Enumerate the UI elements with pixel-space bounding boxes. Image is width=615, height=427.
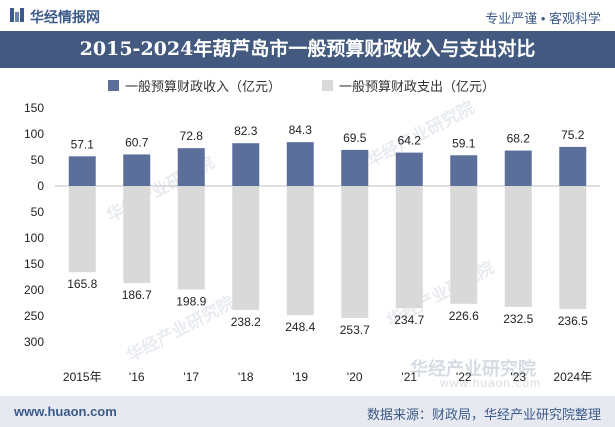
revenue-bar (68, 156, 96, 186)
x-tick-label: '22 (456, 370, 472, 384)
expenditure-bar (450, 186, 478, 304)
revenue-data-label: 60.7 (125, 135, 149, 149)
revenue-data-label: 75.2 (561, 128, 585, 142)
title-bar: 2015-2024年葫芦岛市一般预算财政收入与支出对比 (0, 31, 615, 68)
expenditure-bar (232, 186, 260, 310)
revenue-data-label: 69.5 (343, 131, 367, 145)
expenditure-data-label: 236.5 (558, 314, 588, 328)
revenue-data-label: 68.2 (507, 132, 531, 146)
y-tick-label: 150 (24, 257, 44, 271)
logo-icon (10, 8, 24, 22)
expenditure-data-label: 226.6 (449, 309, 479, 323)
legend-label-expenditure: 一般预算财政支出（亿元） (339, 78, 496, 94)
expenditure-data-label: 248.4 (285, 320, 315, 334)
x-tick-label: '16 (129, 370, 145, 384)
expenditure-data-label: 253.7 (340, 323, 370, 337)
y-tick-label: 150 (24, 101, 44, 115)
legend-label-revenue: 一般预算财政收入（亿元） (125, 78, 282, 94)
expenditure-data-label: 198.9 (176, 294, 206, 308)
x-tick-label: '21 (401, 370, 417, 384)
expenditure-bar (286, 186, 314, 316)
logo-text: 华经情报网 (30, 9, 100, 25)
watermark-url: www.huaon.com (440, 376, 542, 390)
legend-item-revenue[interactable]: 一般预算财政收入（亿元） (108, 75, 281, 95)
legend-swatch-revenue (108, 79, 119, 91)
expenditure-bar (341, 186, 369, 318)
revenue-bar (504, 150, 532, 186)
footer: www.huaon.com 数据来源：财政局，华经产业研究院整理 (0, 396, 615, 427)
x-tick-label: '18 (238, 370, 254, 384)
y-tick-label: 250 (24, 309, 44, 323)
slogan: 专业严谨 • 客观科学 (485, 11, 601, 26)
expenditure-bar (559, 186, 587, 309)
revenue-bar (450, 155, 478, 186)
revenue-bar (286, 142, 314, 186)
x-tick-label: '23 (510, 370, 526, 384)
revenue-bar (232, 143, 260, 186)
expenditure-bar (395, 186, 423, 309)
expenditure-data-label: 234.7 (394, 313, 424, 327)
footer-source: 数据来源：财政局，华经产业研究院整理 (366, 407, 601, 422)
expenditure-bar (123, 186, 151, 284)
revenue-data-label: 59.1 (452, 136, 476, 150)
y-tick-label: 100 (24, 231, 44, 245)
revenue-data-label: 72.8 (180, 129, 204, 143)
chart-title: 2015-2024年葫芦岛市一般预算财政收入与支出对比 (79, 38, 536, 60)
watermark-brand: 华经产业研究院 (410, 359, 536, 379)
x-tick-label: 2024年 (553, 370, 592, 384)
expenditure-data-label: 232.5 (503, 312, 533, 326)
expenditure-bar (177, 186, 205, 290)
footer-website[interactable]: www.huaon.com (14, 404, 117, 419)
revenue-data-label: 57.1 (71, 137, 95, 151)
revenue-bar (395, 152, 423, 186)
top-bar: 华经情报网 专业严谨 • 客观科学 (0, 0, 615, 30)
x-tick-label: '17 (183, 370, 199, 384)
revenue-bar (123, 154, 151, 186)
revenue-data-label: 82.3 (234, 124, 258, 138)
expenditure-data-label: 186.7 (122, 288, 152, 302)
expenditure-data-label: 238.2 (231, 315, 261, 329)
legend: 一般预算财政收入（亿元） 一般预算财政支出（亿元） (0, 75, 615, 95)
revenue-bar (341, 149, 369, 186)
x-tick-label: '19 (292, 370, 308, 384)
y-tick-label: 200 (24, 283, 44, 297)
y-tick-label: 300 (24, 335, 44, 349)
x-tick-label: 2015年 (63, 370, 102, 384)
y-tick-label: 50 (31, 205, 45, 219)
revenue-data-label: 64.2 (398, 134, 422, 148)
legend-swatch-expenditure (322, 79, 333, 91)
revenue-bar (177, 148, 205, 186)
expenditure-bar (68, 186, 96, 273)
expenditure-bar (504, 186, 532, 307)
y-tick-label: 100 (24, 127, 44, 141)
y-tick-label: 50 (31, 153, 45, 167)
revenue-data-label: 84.3 (289, 123, 313, 137)
expenditure-data-label: 165.8 (67, 277, 97, 291)
x-tick-label: '20 (347, 370, 363, 384)
revenue-bar (559, 146, 587, 186)
bar-chart: 150 100 50 0 50 100 150 200 250 300 57.1 165.8 2015年… (24, 101, 600, 384)
legend-item-expenditure[interactable]: 一般预算财政支出（亿元） (322, 75, 495, 95)
y-tick-label: 0 (37, 179, 44, 193)
